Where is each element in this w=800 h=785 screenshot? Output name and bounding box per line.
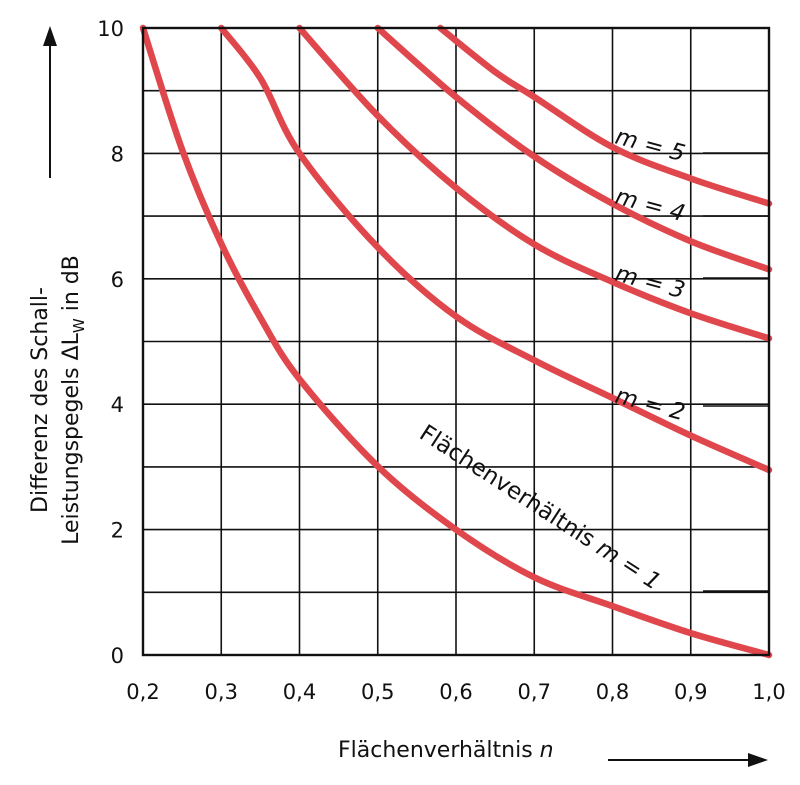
curve-m3 (296, 24, 773, 342)
x-axis-label-main: Flächenverhältnis (338, 738, 533, 763)
y-tick-label: 2 (111, 519, 124, 543)
curve-m4 (374, 24, 773, 273)
y-axis-label-line2: Leistungspegels ΔLW in dB (59, 255, 88, 545)
x-tick-label: 0,7 (518, 680, 551, 704)
y-tick-label: 6 (111, 268, 124, 292)
x-tick-label: 0,3 (205, 680, 238, 704)
curve-m5 (437, 24, 773, 207)
x-tick-label: 0,9 (674, 680, 707, 704)
x-axis-label-var: n (540, 738, 554, 763)
curve-label-m1-var: m = 1 (592, 535, 666, 595)
y-tick-label: 0 (111, 644, 124, 668)
y-axis-arrow-head (43, 26, 57, 46)
y-tick-label: 4 (111, 393, 124, 417)
y-axis-label-line1: Differenz des Schall- (28, 287, 53, 513)
curve-label-m1: Flächenverhältnis m = 1 (415, 420, 665, 595)
curve-m2 (218, 24, 773, 474)
curves (139, 24, 773, 659)
tick-labels: 0,2 0,3 0,4 0,5 0,6 0,7 0,8 0,9 1,0 0 2 4 6 8 10 (97, 17, 785, 704)
grid (143, 28, 769, 655)
x-axis-label: Flächenverhältnis n (338, 738, 554, 763)
x-tick-label: 0,4 (283, 680, 316, 704)
x-axis-arrow-head (748, 753, 768, 767)
x-tick-label: 1,0 (752, 680, 785, 704)
curve-m1 (139, 24, 773, 659)
x-tick-label: 0,8 (596, 680, 629, 704)
y-axis-label-main: Leistungspegels ΔL (59, 332, 84, 545)
y-tick-label: 10 (97, 17, 124, 41)
x-tick-label: 0,2 (126, 680, 159, 704)
y-axis-label-sub: W (70, 318, 88, 333)
y-tick-label: 8 (111, 142, 124, 166)
y-axis-label: Differenz des Schall- Leistungspegels ΔL… (28, 255, 88, 545)
curve-label-m1-text: Flächenverhältnis (415, 420, 606, 557)
y-axis-label-unit: in dB (59, 255, 84, 318)
plot-frame (141, 26, 771, 657)
x-tick-label: 0,6 (439, 680, 472, 704)
x-tick-label: 0,5 (361, 680, 394, 704)
